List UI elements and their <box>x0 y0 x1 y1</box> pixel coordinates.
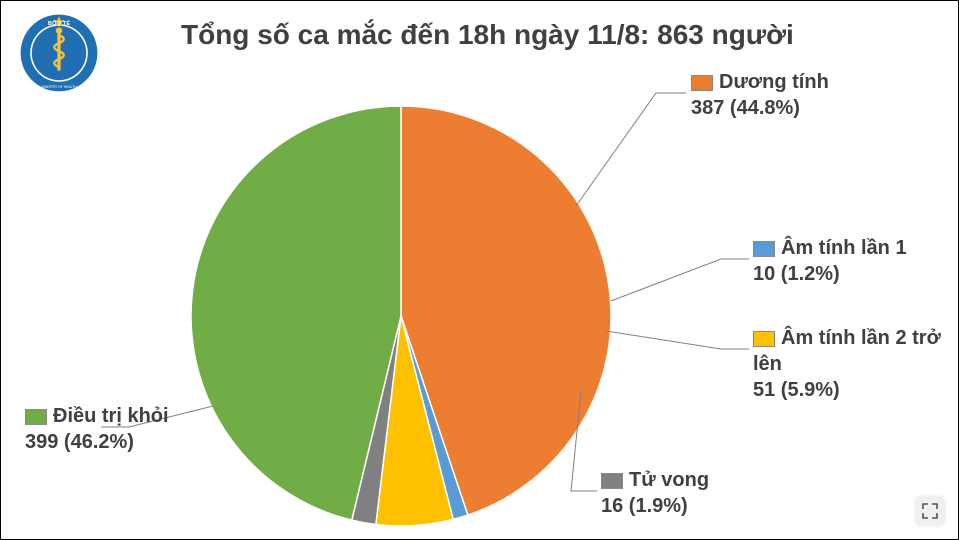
swatch-tu-vong <box>601 473 623 489</box>
label-text: Tử vong <box>629 469 709 491</box>
label-am-tinh-2: Âm tính lần 2 trở lên 51 (5.9%) <box>753 325 958 403</box>
fullscreen-button[interactable] <box>916 497 944 525</box>
expand-icon <box>922 503 938 519</box>
label-text: Âm tính lần 1 <box>781 237 907 259</box>
label-dieu-tri: Điều trị khỏi 399 (46.2%) <box>25 403 169 455</box>
label-text: Điều trị khỏi <box>53 405 169 427</box>
label-text: Dương tính <box>719 71 829 93</box>
label-text: Âm tính lần 2 trở lên <box>753 327 941 375</box>
label-value: 399 (46.2%) <box>25 429 169 455</box>
label-value: 51 (5.9%) <box>753 377 958 403</box>
label-value: 16 (1.9%) <box>601 493 709 519</box>
label-duong-tinh: Dương tính 387 (44.8%) <box>691 69 829 121</box>
chart-card: BỘ Y TẾ MINISTRY OF HEALTH Tổng số ca mắ… <box>0 0 959 540</box>
label-tu-vong: Tử vong 16 (1.9%) <box>601 467 709 519</box>
label-am-tinh-1: Âm tính lần 1 10 (1.2%) <box>753 235 907 287</box>
swatch-am-tinh-2 <box>753 331 775 347</box>
label-value: 10 (1.2%) <box>753 261 907 287</box>
swatch-dieu-tri <box>25 409 47 425</box>
label-value: 387 (44.8%) <box>691 95 829 121</box>
swatch-am-tinh-1 <box>753 241 775 257</box>
swatch-duong-tinh <box>691 75 713 91</box>
